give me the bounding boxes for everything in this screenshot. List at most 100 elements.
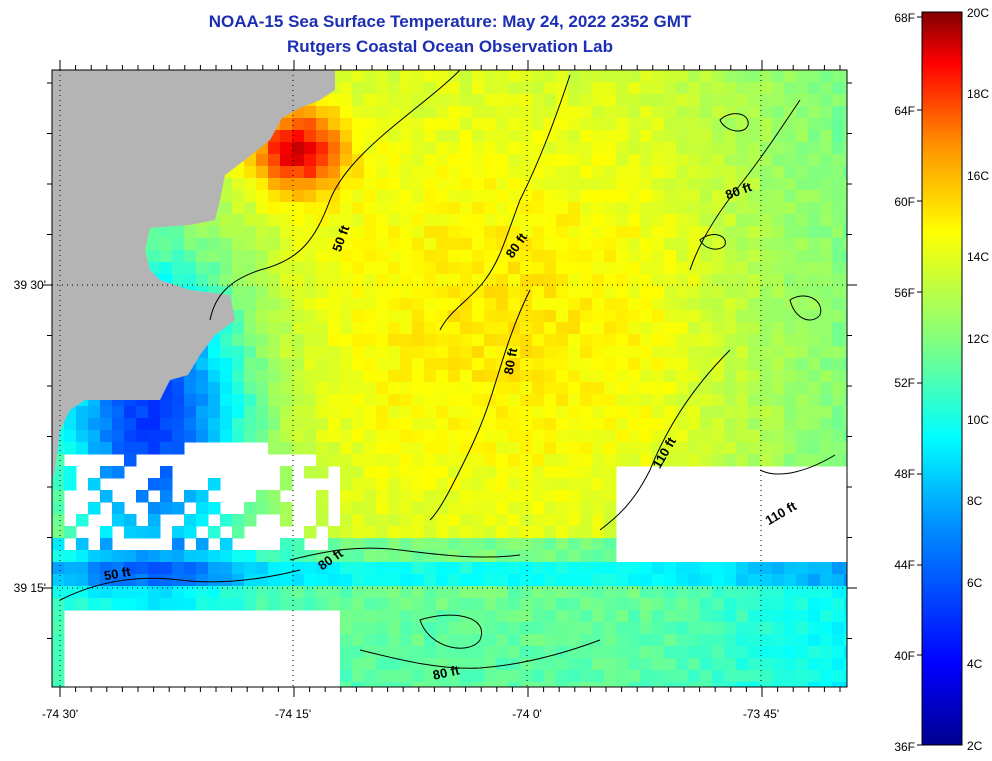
sst-cell [664, 586, 677, 599]
sst-cell [328, 538, 341, 551]
sst-cell [724, 358, 737, 371]
sst-cell [760, 682, 773, 687]
sst-cell [436, 82, 449, 95]
sst-cell [700, 118, 713, 131]
sst-cell [640, 358, 653, 371]
sst-cell [520, 586, 533, 599]
sst-cell [844, 94, 847, 107]
sst-cell [412, 490, 425, 503]
sst-cell [52, 598, 65, 611]
sst-cell [268, 418, 281, 431]
sst-cell [652, 226, 665, 239]
sst-cell [628, 118, 641, 131]
sst-cell [400, 82, 413, 95]
sst-cell [400, 586, 413, 599]
sst-cell [304, 406, 317, 419]
sst-cell [688, 214, 701, 227]
sst-cell [616, 118, 629, 131]
sst-cell [292, 286, 305, 299]
sst-cell [616, 226, 629, 239]
sst-cell [664, 646, 677, 659]
sst-cell [724, 430, 737, 443]
sst-cell [340, 118, 353, 131]
sst-cell [172, 394, 185, 407]
sst-cell [832, 562, 845, 575]
sst-cell [592, 538, 605, 551]
sst-cell [292, 250, 305, 263]
sst-cell [424, 130, 437, 143]
sst-cell [544, 586, 557, 599]
sst-cell [640, 94, 653, 107]
sst-cell [616, 394, 629, 407]
sst-cell [652, 250, 665, 263]
sst-cell [628, 394, 641, 407]
sst-cell [616, 154, 629, 167]
sst-cell [796, 574, 809, 587]
sst-cell [796, 130, 809, 143]
sst-cell [364, 106, 377, 119]
sst-cell [316, 370, 329, 383]
sst-cell [460, 610, 473, 623]
sst-cell [340, 130, 353, 143]
sst-cell [484, 70, 497, 83]
sst-cell [676, 214, 689, 227]
sst-cell [376, 178, 389, 191]
sst-cell [784, 682, 797, 687]
sst-cell [412, 670, 425, 683]
sst-cell [316, 250, 329, 263]
sst-cell [244, 358, 257, 371]
sst-cell [820, 682, 833, 687]
sst-cell [484, 454, 497, 467]
sst-cell [568, 262, 581, 275]
sst-cell [532, 502, 545, 515]
sst-cell [412, 502, 425, 515]
sst-cell [628, 142, 641, 155]
sst-cell [568, 382, 581, 395]
sst-cell [772, 682, 785, 687]
sst-cell [472, 382, 485, 395]
sst-cell [808, 418, 821, 431]
sst-cell [712, 346, 725, 359]
sst-cell [460, 598, 473, 611]
sst-cell [448, 634, 461, 647]
sst-cell [724, 274, 737, 287]
sst-cell [532, 634, 545, 647]
sst-cell [136, 562, 149, 575]
sst-cell [604, 502, 617, 515]
sst-cell [304, 370, 317, 383]
sst-cell [532, 94, 545, 107]
sst-cell [100, 574, 113, 587]
sst-cell [352, 658, 365, 671]
sst-cell [508, 262, 521, 275]
sst-cell [472, 478, 485, 491]
sst-cell [304, 142, 317, 155]
sst-cell [844, 622, 847, 635]
sst-cell [160, 418, 173, 431]
sst-cell [532, 454, 545, 467]
sst-cell [508, 118, 521, 131]
sst-cell [616, 82, 629, 95]
sst-cell [436, 682, 449, 687]
sst-cell [172, 550, 185, 563]
sst-cell [448, 154, 461, 167]
sst-cell [496, 490, 509, 503]
sst-cell [568, 610, 581, 623]
sst-cell [664, 118, 677, 131]
sst-cell [592, 406, 605, 419]
sst-cell [196, 358, 209, 371]
sst-cell [568, 130, 581, 143]
sst-cell [400, 454, 413, 467]
sst-cell [388, 382, 401, 395]
sst-cell [544, 562, 557, 575]
sst-cell [280, 250, 293, 263]
sst-cell [340, 622, 353, 635]
sst-cell [400, 262, 413, 275]
sst-cell [808, 238, 821, 251]
sst-cell [400, 682, 413, 687]
sst-cell [580, 250, 593, 263]
sst-cell [628, 94, 641, 107]
sst-cell [844, 250, 847, 263]
sst-cell [604, 70, 617, 83]
sst-cell [784, 394, 797, 407]
sst-cell [52, 574, 65, 587]
